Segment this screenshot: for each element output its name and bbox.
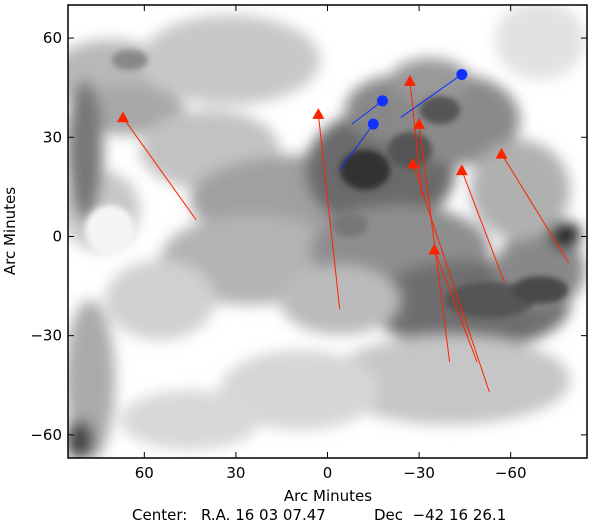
blue-vector: [351, 100, 383, 125]
y-tick-label: 30: [43, 128, 62, 146]
center-ra: R.A. 16 03 07.47: [201, 506, 326, 523]
blue-vector: [400, 74, 463, 118]
x-axis-label: Arc Minutes: [284, 487, 372, 505]
red-triangle-marker: [116, 111, 129, 123]
red-triangle-marker: [403, 75, 416, 86]
blue-circle-marker: [456, 68, 468, 80]
red-triangle-marker: [455, 164, 468, 176]
red-vector: [409, 80, 423, 197]
red-vector: [317, 114, 341, 310]
center-dec: Dec −42 16 26.1: [374, 506, 506, 523]
axes: 60 30 0 −30 −60 60 30 0 −30 −60: [30, 5, 587, 482]
y-axis-label: Arc Minutes: [1, 187, 19, 275]
data-overlay: [116, 68, 570, 393]
red-vector: [412, 163, 490, 393]
blue-circle-marker: [376, 95, 388, 107]
red-triangle-marker: [406, 157, 419, 169]
intensity-map: [68, 5, 587, 458]
x-tick-label: 60: [135, 464, 154, 482]
x-tick-label: −60: [495, 464, 527, 482]
red-triangle-marker: [312, 108, 325, 119]
red-triangle-marker: [413, 118, 426, 129]
center-label: Center:: [132, 506, 187, 523]
blue-vector: [339, 123, 374, 171]
red-vector: [501, 153, 570, 264]
red-triangle-marker: [428, 243, 441, 255]
y-tick-label: −30: [30, 327, 62, 345]
red-vector: [461, 170, 506, 283]
blue-circle-marker: [367, 118, 379, 130]
y-tick-label: 60: [43, 29, 62, 47]
x-tick-label: 30: [226, 464, 245, 482]
x-tick-label: 0: [323, 464, 333, 482]
x-tick-label: −30: [403, 464, 435, 482]
y-tick-label: −60: [30, 426, 62, 444]
red-vector: [433, 249, 478, 363]
red-vector: [122, 117, 197, 221]
red-vector: [418, 123, 451, 363]
red-triangle-marker: [495, 147, 508, 159]
y-tick-label: 0: [52, 227, 62, 245]
